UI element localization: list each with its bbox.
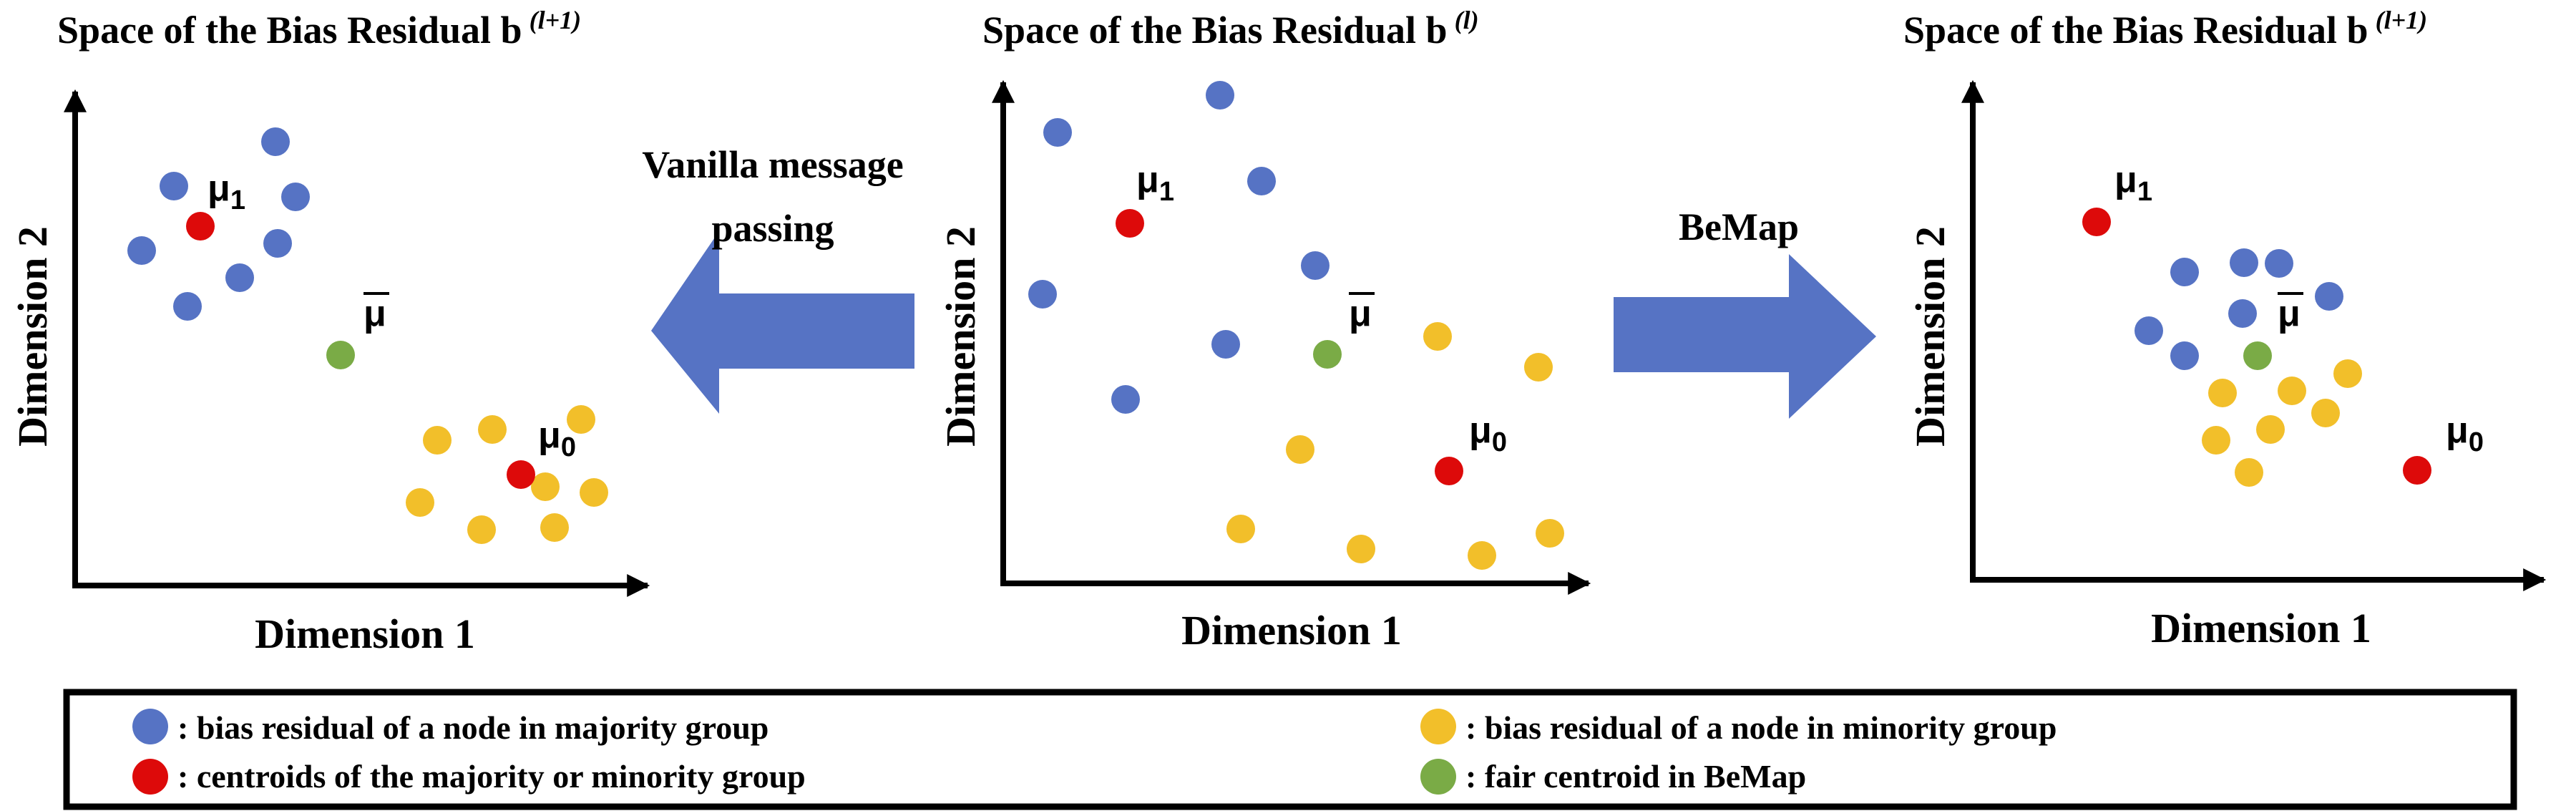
middle-minority-point-7: [1536, 519, 1564, 548]
middle-minority-point-3: [1286, 435, 1314, 464]
right-minority-point-6: [2202, 426, 2230, 455]
left-y-label: Dimension 2: [9, 226, 56, 447]
middle-panel-title: Space of the Bias Residual b (l): [982, 6, 1479, 52]
right-majority-point-1: [2230, 248, 2258, 277]
left-majority-point-2: [160, 172, 188, 200]
left-fair-point-1: [326, 341, 355, 369]
left-mu1-label: μ1: [208, 167, 245, 215]
right-majority-point-7: [2170, 341, 2199, 370]
bemap-arrow: [1614, 254, 1876, 419]
legend: : bias residual of a node in majority gr…: [63, 689, 2517, 810]
middle-majority-point-5: [1028, 280, 1057, 309]
left-mubar-label: μ: [364, 293, 386, 334]
left-panel-title: Space of the Bias Residual b (l+1): [57, 6, 581, 52]
left-minority-point-1: [567, 405, 595, 434]
legend-centroid-swatch: [132, 759, 168, 795]
right-minority-point-5: [2256, 415, 2285, 444]
middle-points: [1028, 81, 1564, 570]
right-majority-point-3: [2170, 258, 2199, 286]
middle-fair-point-1: [1313, 340, 1342, 369]
middle-minority-point-4: [1226, 515, 1255, 543]
middle-majority-point-2: [1043, 118, 1072, 147]
right-x-label: Dimension 1: [2151, 605, 2371, 651]
middle-majority-point-1: [1206, 81, 1234, 110]
middle-y-label: Dimension 2: [937, 226, 984, 447]
middle-panel: Space of the Bias Residual b (l) Dimensio…: [937, 6, 1591, 654]
middle-minority-point-1: [1423, 322, 1452, 351]
right-mu1-label: μ1: [2114, 159, 2152, 207]
right-majority-point-4: [2315, 282, 2343, 311]
legend-fair-swatch: [1420, 759, 1456, 795]
vanilla-message-passing-arrow: [651, 231, 914, 414]
middle-mu1-label: μ1: [1136, 159, 1174, 207]
left-majority-point-5: [263, 229, 292, 258]
legend-fair-text: : fair centroid in BeMap: [1465, 758, 1806, 795]
left-x-label: Dimension 1: [255, 611, 475, 657]
right-mu0-label: μ0: [2446, 409, 2484, 457]
left-minority-point-8: [540, 513, 569, 542]
middle-mu0-label: μ0: [1469, 409, 1507, 457]
left-minority-point-2: [478, 415, 507, 444]
right-minority-point-1: [2333, 359, 2362, 388]
left-majority-point-7: [173, 292, 202, 321]
right-panel-title: Space of the Bias Residual b (l+1): [1903, 6, 2427, 52]
right-majority-point-6: [2135, 316, 2163, 345]
left-minority-point-4: [531, 472, 560, 501]
right-minority-point-4: [2311, 399, 2340, 427]
right-panel: Space of the Bias Residual b (l+1) Dimens…: [1903, 6, 2547, 651]
left-majority-point-3: [281, 183, 310, 211]
middle-centroid-point-2: [1435, 457, 1463, 485]
legend-majority-swatch: [132, 709, 168, 744]
left-points: [127, 127, 608, 544]
legend-box: [63, 689, 2517, 810]
legend-minority-text: : bias residual of a node in minority gr…: [1465, 709, 2057, 746]
middle-majority-point-4: [1301, 251, 1330, 280]
left-centroid-point-2: [507, 460, 535, 489]
right-mubar-label: μ: [2278, 293, 2301, 334]
right-minority-point-7: [2235, 458, 2263, 487]
right-minority-point-2: [2208, 379, 2237, 407]
right-y-label: Dimension 2: [1907, 226, 1953, 447]
right-minority-point-3: [2278, 377, 2306, 405]
left-minority-point-7: [467, 515, 496, 544]
left-minority-point-6: [580, 478, 608, 507]
vanilla-label-line2: passing: [711, 207, 834, 250]
middle-minority-point-2: [1524, 353, 1553, 382]
middle-centroid-point-1: [1116, 209, 1144, 238]
vanilla-arrow: Vanilla message passing: [642, 143, 914, 414]
middle-majority-point-3: [1247, 167, 1276, 195]
right-fair-point-1: [2243, 341, 2272, 370]
left-minority-point-3: [423, 426, 452, 455]
right-points: [2082, 208, 2431, 487]
middle-majority-point-6: [1211, 330, 1240, 359]
middle-majority-point-7: [1111, 385, 1140, 414]
bemap-arrow-group: BeMap: [1614, 205, 1876, 419]
left-majority-point-4: [127, 236, 156, 265]
middle-x-label: Dimension 1: [1181, 607, 1402, 654]
left-majority-point-6: [225, 263, 254, 292]
left-mu0-label: μ0: [538, 414, 576, 462]
left-minority-point-5: [406, 488, 434, 517]
left-majority-point-1: [261, 127, 290, 156]
middle-minority-point-5: [1347, 535, 1375, 563]
right-majority-point-5: [2228, 299, 2257, 328]
left-centroid-point-1: [186, 212, 215, 241]
vanilla-label-line1: Vanilla message: [642, 143, 904, 186]
legend-centroid-text: : centroids of the majority or minority …: [177, 758, 806, 795]
legend-minority-swatch: [1420, 709, 1456, 744]
middle-minority-point-6: [1468, 541, 1496, 570]
right-centroid-point-2: [2403, 456, 2431, 485]
bemap-label: BeMap: [1679, 205, 1799, 248]
legend-majority-text: : bias residual of a node in majority gr…: [177, 709, 769, 746]
right-centroid-point-1: [2082, 208, 2111, 236]
middle-mubar-label: μ: [1349, 293, 1372, 334]
right-majority-point-2: [2265, 249, 2293, 278]
left-panel: Space of the Bias Residual b (l+1) Dimens…: [9, 6, 650, 657]
